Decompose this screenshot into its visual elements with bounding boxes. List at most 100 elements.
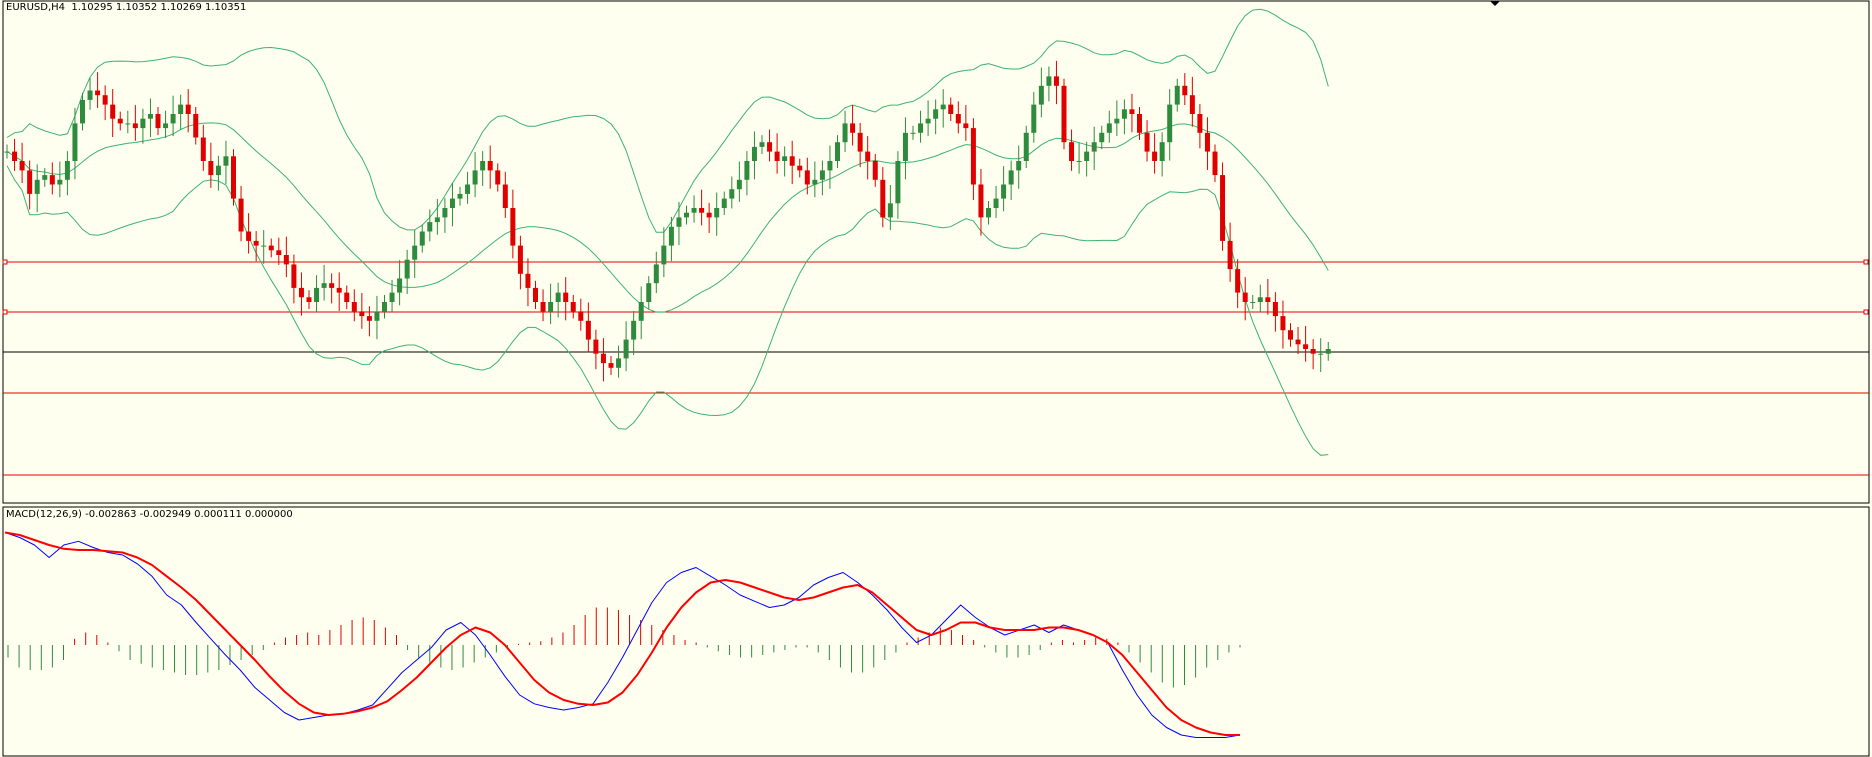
- candle-body: [298, 287, 304, 298]
- candle-body: [563, 292, 569, 302]
- candle-body: [389, 292, 395, 302]
- candle-body: [940, 104, 946, 110]
- macd-pane-frame: [2, 506, 1870, 757]
- candle-body: [382, 302, 387, 312]
- candle-body: [751, 146, 757, 161]
- candle-body: [19, 161, 25, 171]
- line-handle-icon[interactable]: [1863, 309, 1869, 315]
- candle-body: [1182, 85, 1188, 96]
- candle-body: [850, 123, 856, 133]
- candle-body: [487, 161, 493, 171]
- candle-body: [548, 302, 554, 312]
- candle-body: [1008, 170, 1014, 185]
- candle-body: [774, 151, 780, 161]
- candle-body: [223, 156, 229, 166]
- candle-body: [208, 161, 214, 176]
- candle-body: [1001, 184, 1007, 199]
- candle-body: [155, 114, 161, 129]
- timeframe: H4: [51, 2, 66, 13]
- candle-body: [797, 165, 803, 171]
- candle-body: [246, 231, 252, 241]
- candle-body: [857, 132, 863, 152]
- candle-body: [872, 161, 878, 180]
- candle-body: [359, 311, 365, 317]
- candle-body: [812, 179, 818, 185]
- candle-body: [147, 114, 153, 119]
- candle-body: [1091, 142, 1097, 152]
- candle-body: [268, 245, 274, 251]
- candle-body: [986, 208, 991, 218]
- candle-body: [276, 250, 282, 255]
- candle-body: [789, 156, 795, 166]
- candle-body: [42, 175, 48, 180]
- macd-signal-line: [4, 531, 1240, 736]
- candle-body: [1114, 118, 1120, 124]
- candle-body: [691, 208, 697, 213]
- candle-body: [540, 302, 546, 312]
- candle-body: [125, 123, 131, 125]
- candle-body: [1272, 302, 1278, 317]
- candle-body: [706, 212, 712, 218]
- candle-body: [699, 208, 705, 213]
- candle-body: [1069, 142, 1075, 161]
- candle-body: [653, 264, 659, 284]
- candle-body: [336, 287, 342, 293]
- candle-body: [638, 302, 644, 321]
- candle-body: [374, 311, 380, 321]
- candle-body: [57, 179, 63, 185]
- line-handle-icon[interactable]: [2, 309, 8, 315]
- candle-body: [465, 184, 471, 194]
- candle-body: [782, 156, 788, 161]
- candle-body: [593, 339, 599, 354]
- line-handle-icon[interactable]: [1863, 259, 1869, 265]
- candle-body: [321, 283, 327, 288]
- candle-body: [736, 179, 742, 190]
- candle-body: [1076, 161, 1082, 162]
- candle-body: [835, 142, 840, 161]
- candle-body: [397, 278, 403, 293]
- symbol-header: EURUSD,H4 1.10295 1.10352 1.10269 1.1035…: [6, 2, 247, 13]
- candle-body: [366, 316, 372, 321]
- candle-body: [1084, 151, 1090, 161]
- candle-body: [1220, 175, 1226, 241]
- candle-body: [4, 151, 10, 153]
- candle-body: [193, 114, 199, 138]
- candle-body: [714, 208, 720, 218]
- candle-body: [314, 287, 320, 302]
- candle-body: [902, 132, 908, 161]
- candle-body: [623, 339, 629, 359]
- candle-body: [585, 320, 591, 340]
- candle-body: [1227, 240, 1233, 270]
- line-handle-icon[interactable]: [2, 259, 8, 265]
- candle-body: [1144, 132, 1150, 152]
- candle-body: [1280, 316, 1286, 331]
- candle-body: [140, 118, 146, 129]
- scroll-marker-icon[interactable]: [1490, 1, 1500, 6]
- candle-body: [895, 161, 901, 204]
- candle-body: [804, 170, 810, 185]
- candle-body: [261, 245, 267, 247]
- candle-body: [502, 184, 508, 208]
- candle-body: [49, 175, 55, 185]
- candle-body: [970, 128, 976, 185]
- candle-body: [517, 245, 523, 274]
- candle-body: [1167, 104, 1173, 143]
- candle-body: [306, 297, 312, 302]
- price-pane-frame: [2, 0, 1870, 504]
- candle-body: [472, 170, 478, 185]
- candle-body: [412, 245, 418, 260]
- candle-body: [329, 283, 335, 288]
- candle-body: [1038, 85, 1044, 105]
- candle-body: [1318, 353, 1324, 355]
- candle-body: [1053, 76, 1059, 86]
- candle-body: [1303, 344, 1309, 349]
- candle-body: [95, 90, 101, 96]
- candle-body: [1288, 330, 1293, 340]
- candle-body: [117, 118, 123, 124]
- candle-body: [215, 165, 221, 176]
- candle-body: [910, 132, 916, 134]
- candle-body: [1023, 132, 1029, 161]
- candle-body: [676, 217, 682, 227]
